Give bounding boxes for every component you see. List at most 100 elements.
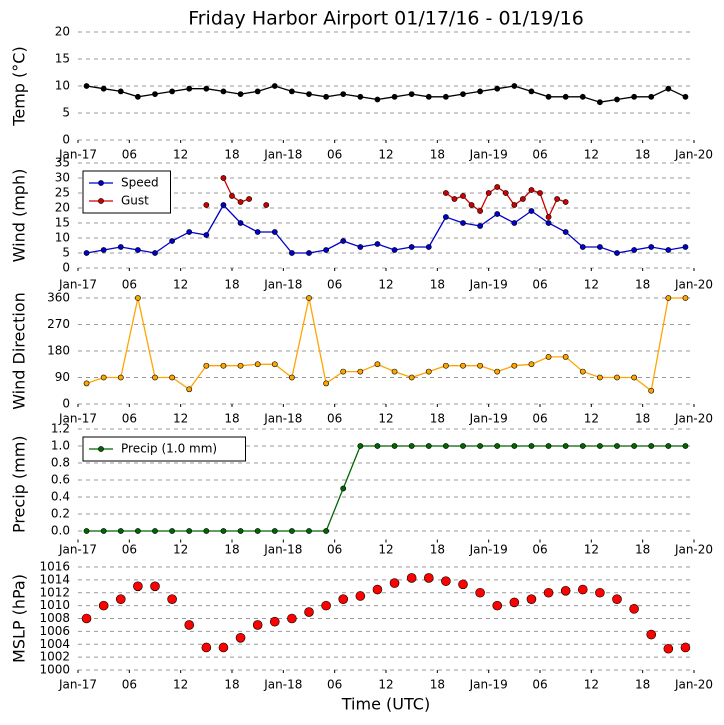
data-point: [98, 600, 109, 611]
data-point: [511, 220, 518, 226]
data-point: [665, 85, 672, 92]
data-point: [220, 528, 227, 534]
data-point: [389, 578, 400, 588]
data-point: [408, 443, 415, 449]
data-point: [614, 443, 620, 449]
y-tick-label: 0: [62, 397, 70, 411]
y-tick-label: 10: [55, 231, 70, 245]
x-tick-label: 18: [430, 678, 445, 692]
legend-marker: [98, 198, 104, 204]
data-point: [494, 368, 501, 375]
x-tick-label: 12: [584, 678, 599, 692]
y-tick-label: 270: [47, 317, 70, 331]
data-point: [458, 579, 468, 590]
data-point: [665, 443, 672, 449]
y-tick-label: 1010: [39, 598, 70, 612]
data-point: [134, 528, 141, 534]
data-point: [374, 96, 381, 103]
legend-marker: [98, 446, 104, 452]
data-point: [220, 362, 227, 369]
data-point: [271, 361, 278, 368]
data-point: [186, 229, 193, 235]
data-point: [374, 361, 381, 368]
x-tick-label: 12: [584, 543, 599, 557]
data-point: [254, 361, 261, 368]
data-point: [246, 196, 253, 202]
data-point: [425, 443, 432, 449]
x-tick-label: 06: [532, 278, 547, 292]
data-point: [184, 620, 195, 630]
y-tick-label: 1014: [39, 572, 70, 586]
x-tick-label: 18: [635, 678, 650, 692]
data-point: [323, 93, 330, 100]
y-tick-label: 1002: [39, 650, 70, 664]
data-point: [648, 387, 655, 394]
data-point: [203, 202, 210, 208]
data-point: [169, 374, 176, 381]
data-point: [614, 96, 620, 103]
x-tick-label: 06: [122, 543, 137, 557]
x-tick-label: Jan-18: [263, 148, 302, 162]
data-point: [340, 485, 347, 492]
data-point: [117, 528, 124, 534]
data-point: [526, 594, 537, 604]
legend-box: [82, 170, 171, 214]
y-axis-label: Precip (mm): [10, 435, 29, 533]
data-point: [451, 196, 458, 202]
data-point: [340, 238, 347, 244]
data-point: [203, 528, 210, 534]
data-point: [528, 443, 535, 449]
data-point: [254, 88, 261, 95]
data-point: [271, 83, 278, 89]
x-tick-label: 06: [122, 678, 137, 692]
data-point: [477, 443, 484, 449]
x-tick-label: Jan-20: [674, 278, 713, 292]
data-point: [134, 247, 141, 253]
data-point: [562, 199, 569, 205]
data-point: [235, 633, 246, 643]
data-point: [545, 93, 552, 100]
data-point: [528, 88, 535, 95]
data-point: [554, 196, 561, 202]
panel: 0.0 0.2 0.4 0.6 0.8 1.0 1.2 Jan-17 06 12 18 Jan-18 0…: [10, 422, 714, 557]
data-point: [115, 594, 126, 604]
data-point: [545, 214, 552, 220]
y-tick-label: 30: [55, 171, 70, 185]
data-point: [614, 374, 620, 381]
data-point: [372, 584, 383, 595]
y-tick-label: 1006: [39, 624, 70, 638]
legend-label: Precip (1.0 mm): [121, 442, 217, 456]
legend-label: Speed: [121, 176, 159, 190]
data-point: [682, 93, 689, 100]
data-point: [306, 528, 312, 534]
data-point: [117, 374, 124, 381]
data-point: [442, 443, 449, 449]
data-point: [150, 581, 160, 592]
data-point: [511, 202, 518, 208]
x-tick-label: Jan-18: [263, 678, 302, 692]
data-point: [614, 250, 620, 256]
x-tick-label: Jan-20: [674, 543, 713, 557]
data-point: [579, 244, 586, 250]
data-point: [460, 91, 466, 97]
x-tick-label: 18: [224, 543, 239, 557]
data-point: [83, 83, 90, 89]
x-tick-label: 12: [378, 412, 393, 426]
x-tick-label: 18: [224, 678, 239, 692]
data-point: [100, 528, 107, 534]
data-point: [83, 380, 90, 387]
data-point: [288, 374, 295, 381]
data-point: [408, 91, 415, 97]
x-tick-label: Jan-20: [674, 412, 713, 426]
x-tick-label: Jan-19: [469, 543, 508, 557]
series-line: [86, 203, 686, 254]
x-tick-label: 12: [378, 148, 393, 162]
data-point: [425, 244, 432, 250]
data-point: [663, 643, 674, 654]
data-point: [425, 368, 432, 375]
x-tick-label: 06: [327, 148, 342, 162]
data-point: [485, 190, 492, 196]
data-point: [271, 229, 278, 235]
data-point: [357, 368, 364, 375]
